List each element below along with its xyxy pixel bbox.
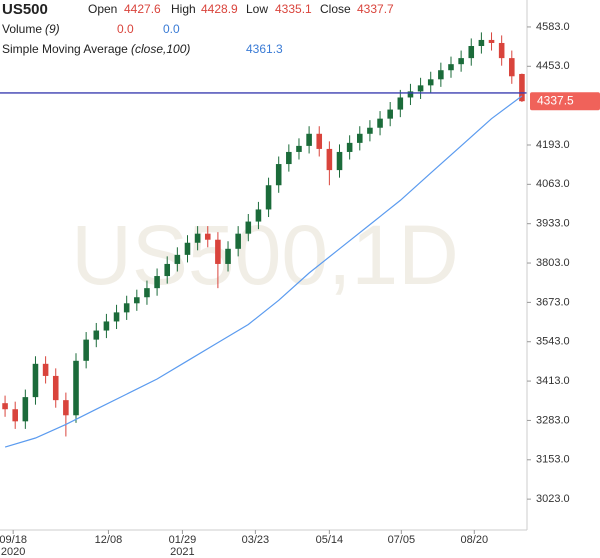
high-label: High	[171, 2, 196, 16]
candle-body	[164, 263, 171, 277]
y-tick-label: 4583.0	[536, 21, 570, 33]
candle-body	[83, 339, 89, 361]
watermark: US500,1D	[71, 208, 459, 302]
y-tick-label: 3933.0	[536, 218, 570, 230]
candle-body	[154, 276, 160, 289]
candle-body	[316, 133, 323, 149]
low-label: Low	[246, 2, 268, 16]
candle-body	[2, 403, 8, 410]
x-tick-label: 03/23	[242, 534, 270, 546]
candle-body	[468, 46, 475, 59]
candle-body	[275, 164, 282, 186]
sma-label: Simple Moving Average	[2, 42, 128, 56]
candle-body	[144, 288, 150, 298]
candle-body	[265, 185, 272, 210]
candle-body	[286, 151, 292, 165]
candle-body	[42, 363, 49, 376]
y-tick-label: 4063.0	[536, 178, 570, 190]
candle-body	[215, 239, 221, 264]
candle-body	[22, 397, 29, 422]
candle-body	[478, 39, 485, 47]
y-tick-label: 3543.0	[536, 336, 570, 348]
candle-body	[306, 133, 312, 146]
y-tick-label: 3023.0	[536, 493, 570, 505]
sma-line	[4, 95, 523, 448]
volume-param: (9)	[45, 22, 60, 36]
sma-value: 4361.3	[246, 42, 283, 56]
candle-body	[377, 118, 383, 128]
y-tick-label: 4453.0	[536, 60, 570, 72]
candle-body	[52, 375, 59, 401]
candle-body	[498, 42, 505, 59]
x-tick-label: 05/14	[316, 534, 344, 546]
year-label: 2021	[170, 546, 194, 558]
candle-body	[367, 127, 373, 134]
y-tick-label: 3673.0	[536, 296, 570, 308]
y-tick-label: 3283.0	[536, 414, 570, 426]
candle-body	[519, 73, 525, 102]
candle-body	[458, 58, 464, 65]
x-tick-label: 01/29	[169, 534, 197, 546]
x-tick-label: 09/18	[0, 534, 27, 546]
candle-body	[509, 58, 515, 77]
candle-body	[134, 297, 140, 304]
y-tick-label: 4193.0	[536, 139, 570, 151]
candle-body	[174, 254, 181, 264]
candle-body	[346, 142, 353, 152]
candle-body	[103, 321, 110, 331]
candle-body	[184, 242, 191, 255]
candle-body	[204, 233, 211, 240]
candle-body	[326, 148, 333, 171]
candle-body	[93, 330, 100, 340]
candle-body	[407, 91, 414, 98]
plot-area	[0, 32, 527, 448]
candle-body	[73, 360, 79, 416]
candle-body	[438, 70, 444, 80]
open-label: Open	[88, 2, 117, 16]
candle-body	[63, 400, 69, 416]
x-tick-label: 12/08	[95, 534, 123, 546]
candle-body	[32, 363, 39, 398]
candle-body	[255, 209, 262, 222]
symbol: US500	[2, 1, 48, 18]
candle-body	[488, 39, 495, 43]
candle-body	[448, 64, 454, 71]
candle-body	[194, 233, 201, 243]
y-tick-label: 3413.0	[536, 375, 570, 387]
y-tick-label: 3153.0	[536, 454, 570, 466]
price-tag-label: 4337.5	[537, 93, 574, 107]
low-value: 4335.1	[275, 2, 312, 16]
year-label: 2020	[1, 546, 25, 558]
volume-value: 0.0	[163, 22, 180, 36]
volume-value: 0.0	[117, 22, 134, 36]
sma-param: (close,100)	[131, 42, 190, 56]
candle-body	[12, 409, 18, 422]
close-label: Close	[320, 2, 351, 16]
candle-body	[397, 97, 404, 110]
candle-body	[225, 248, 231, 264]
close-value: 4337.7	[357, 2, 394, 16]
open-value: 4427.6	[124, 2, 161, 16]
price-tag	[530, 92, 600, 111]
candle-body	[417, 85, 424, 92]
candle-body	[356, 133, 363, 143]
high-value: 4428.9	[201, 2, 238, 16]
candle-body	[387, 109, 393, 119]
candle-body	[296, 145, 302, 152]
volume-label: Volume	[2, 22, 42, 36]
candle-body	[113, 312, 120, 322]
candle-body	[336, 151, 343, 171]
candle-body	[123, 303, 130, 313]
x-tick-label: 08/20	[461, 534, 489, 546]
candle-body	[245, 221, 252, 234]
candle-body	[427, 79, 434, 86]
y-tick-label: 3803.0	[536, 257, 570, 269]
candle-body	[235, 233, 241, 249]
x-tick-label: 07/05	[388, 534, 416, 546]
